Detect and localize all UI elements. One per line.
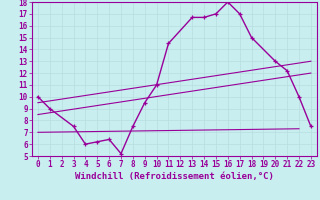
X-axis label: Windchill (Refroidissement éolien,°C): Windchill (Refroidissement éolien,°C) [75, 172, 274, 181]
